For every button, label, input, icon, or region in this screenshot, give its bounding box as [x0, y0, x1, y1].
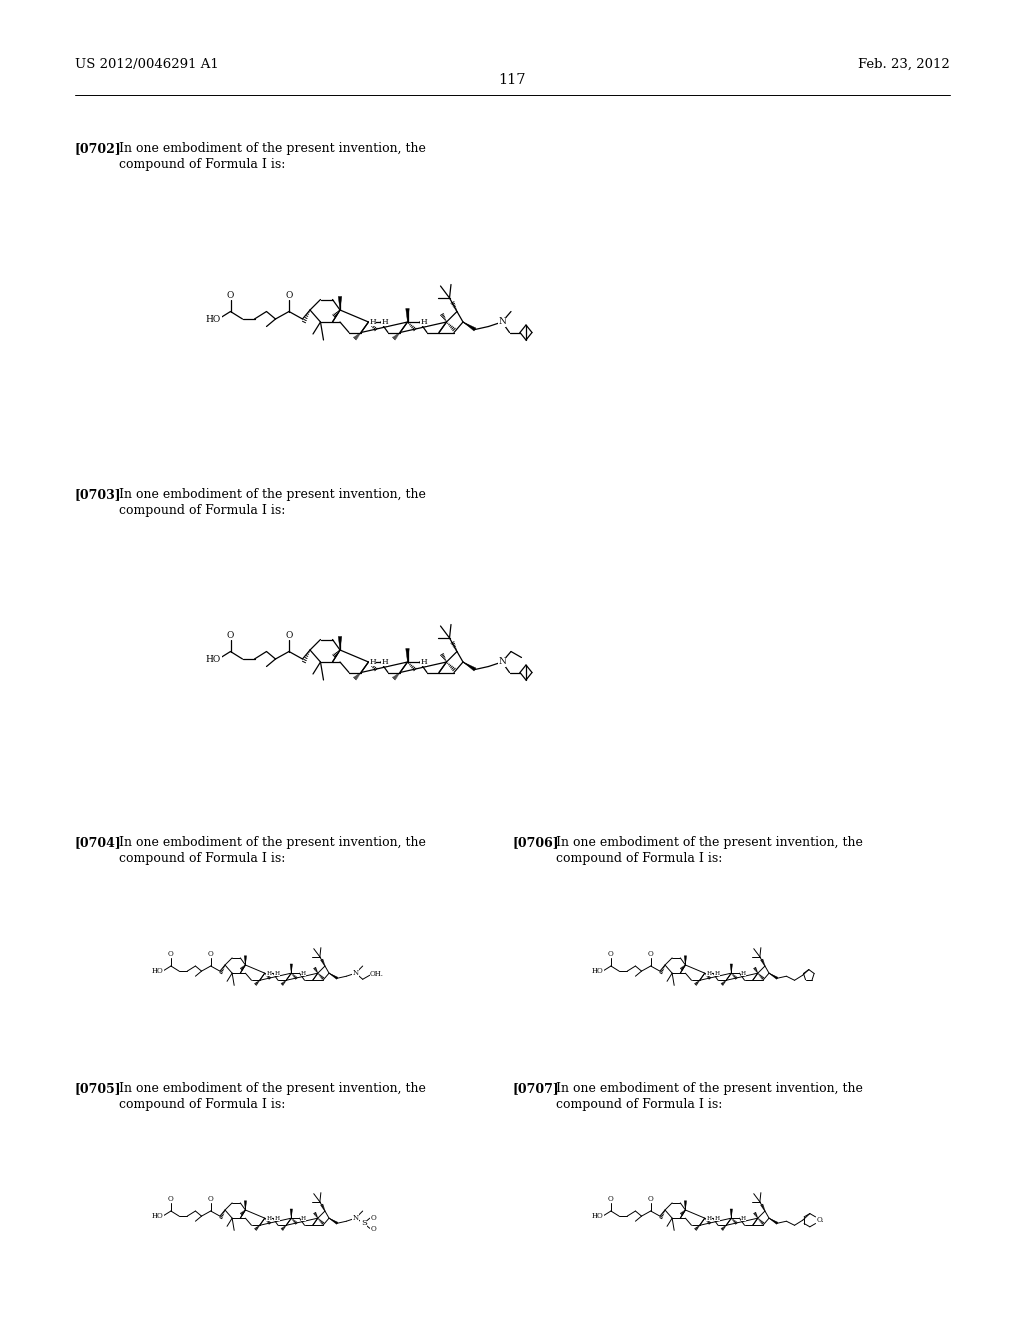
Text: HO: HO — [206, 314, 221, 323]
Text: O: O — [168, 1195, 174, 1203]
Text: O: O — [608, 950, 613, 958]
Text: H: H — [266, 1216, 271, 1221]
Polygon shape — [406, 648, 410, 663]
Text: O: O — [168, 950, 174, 958]
Polygon shape — [406, 309, 410, 322]
Text: O: O — [226, 290, 234, 300]
Polygon shape — [244, 1201, 247, 1210]
Text: 117: 117 — [499, 73, 525, 87]
Polygon shape — [463, 663, 476, 671]
Text: H: H — [381, 657, 388, 667]
Text: H: H — [707, 1216, 712, 1221]
Polygon shape — [769, 973, 778, 979]
Text: H: H — [274, 1216, 280, 1221]
Text: H: H — [420, 318, 427, 326]
Polygon shape — [769, 1218, 778, 1224]
Text: H: H — [370, 318, 376, 326]
Text: H: H — [715, 1216, 720, 1221]
Text: compound of Formula I is:: compound of Formula I is: — [119, 851, 286, 865]
Text: HO: HO — [592, 1212, 604, 1220]
Polygon shape — [244, 956, 247, 965]
Text: N: N — [352, 1214, 358, 1222]
Text: HO: HO — [152, 1212, 164, 1220]
Text: [0706]: [0706] — [512, 836, 559, 849]
Text: H: H — [381, 318, 388, 326]
Text: HO: HO — [592, 968, 604, 975]
Polygon shape — [290, 1209, 293, 1218]
Text: O: O — [608, 1195, 613, 1203]
Text: H: H — [420, 657, 427, 667]
Text: N: N — [498, 657, 506, 667]
Text: In one embodiment of the present invention, the: In one embodiment of the present inventi… — [119, 836, 426, 849]
Text: compound of Formula I is:: compound of Formula I is: — [119, 158, 286, 172]
Polygon shape — [730, 1209, 732, 1218]
Text: N: N — [498, 318, 506, 326]
Text: O: O — [208, 1195, 214, 1203]
Text: O: O — [226, 631, 234, 640]
Text: OH.: OH. — [370, 970, 384, 978]
Text: [0707]: [0707] — [512, 1082, 559, 1096]
Polygon shape — [684, 1201, 686, 1210]
Text: H: H — [707, 970, 712, 975]
Text: In one embodiment of the present invention, the: In one embodiment of the present inventi… — [556, 836, 863, 849]
Text: US 2012/0046291 A1: US 2012/0046291 A1 — [75, 58, 219, 71]
Text: In one embodiment of the present invention, the: In one embodiment of the present inventi… — [119, 1082, 426, 1096]
Text: HO: HO — [206, 655, 221, 664]
Polygon shape — [338, 636, 342, 649]
Text: O: O — [648, 950, 653, 958]
Polygon shape — [684, 956, 686, 965]
Text: H: H — [715, 970, 720, 975]
Text: HO: HO — [152, 968, 164, 975]
Text: H: H — [266, 970, 271, 975]
Text: In one embodiment of the present invention, the: In one embodiment of the present inventi… — [556, 1082, 863, 1096]
Text: [0705]: [0705] — [75, 1082, 122, 1096]
Text: In one embodiment of the present invention, the: In one embodiment of the present inventi… — [119, 488, 426, 502]
Text: H: H — [301, 1216, 306, 1221]
Text: [0704]: [0704] — [75, 836, 122, 849]
Text: O: O — [648, 1195, 653, 1203]
Text: O: O — [208, 950, 214, 958]
Polygon shape — [329, 973, 338, 979]
Text: compound of Formula I is:: compound of Formula I is: — [556, 1098, 722, 1111]
Polygon shape — [329, 1218, 338, 1224]
Text: compound of Formula I is:: compound of Formula I is: — [119, 1098, 286, 1111]
Text: O: O — [286, 290, 293, 300]
Text: O.: O. — [817, 1216, 824, 1224]
Text: compound of Formula I is:: compound of Formula I is: — [556, 851, 722, 865]
Polygon shape — [463, 322, 476, 331]
Text: [0702]: [0702] — [75, 143, 122, 154]
Text: O: O — [371, 1213, 376, 1221]
Text: In one embodiment of the present invention, the: In one embodiment of the present inventi… — [119, 143, 426, 154]
Text: O: O — [371, 1225, 376, 1233]
Text: H: H — [741, 970, 746, 975]
Text: compound of Formula I is:: compound of Formula I is: — [119, 504, 286, 517]
Text: H: H — [274, 970, 280, 975]
Text: O: O — [286, 631, 293, 640]
Text: N: N — [352, 969, 358, 977]
Text: H: H — [741, 1216, 746, 1221]
Text: [0703]: [0703] — [75, 488, 122, 502]
Polygon shape — [730, 964, 732, 973]
Text: S: S — [360, 1220, 367, 1228]
Text: Feb. 23, 2012: Feb. 23, 2012 — [858, 58, 950, 71]
Text: H: H — [370, 657, 376, 667]
Polygon shape — [338, 297, 342, 310]
Text: H: H — [301, 970, 306, 975]
Polygon shape — [290, 964, 293, 973]
